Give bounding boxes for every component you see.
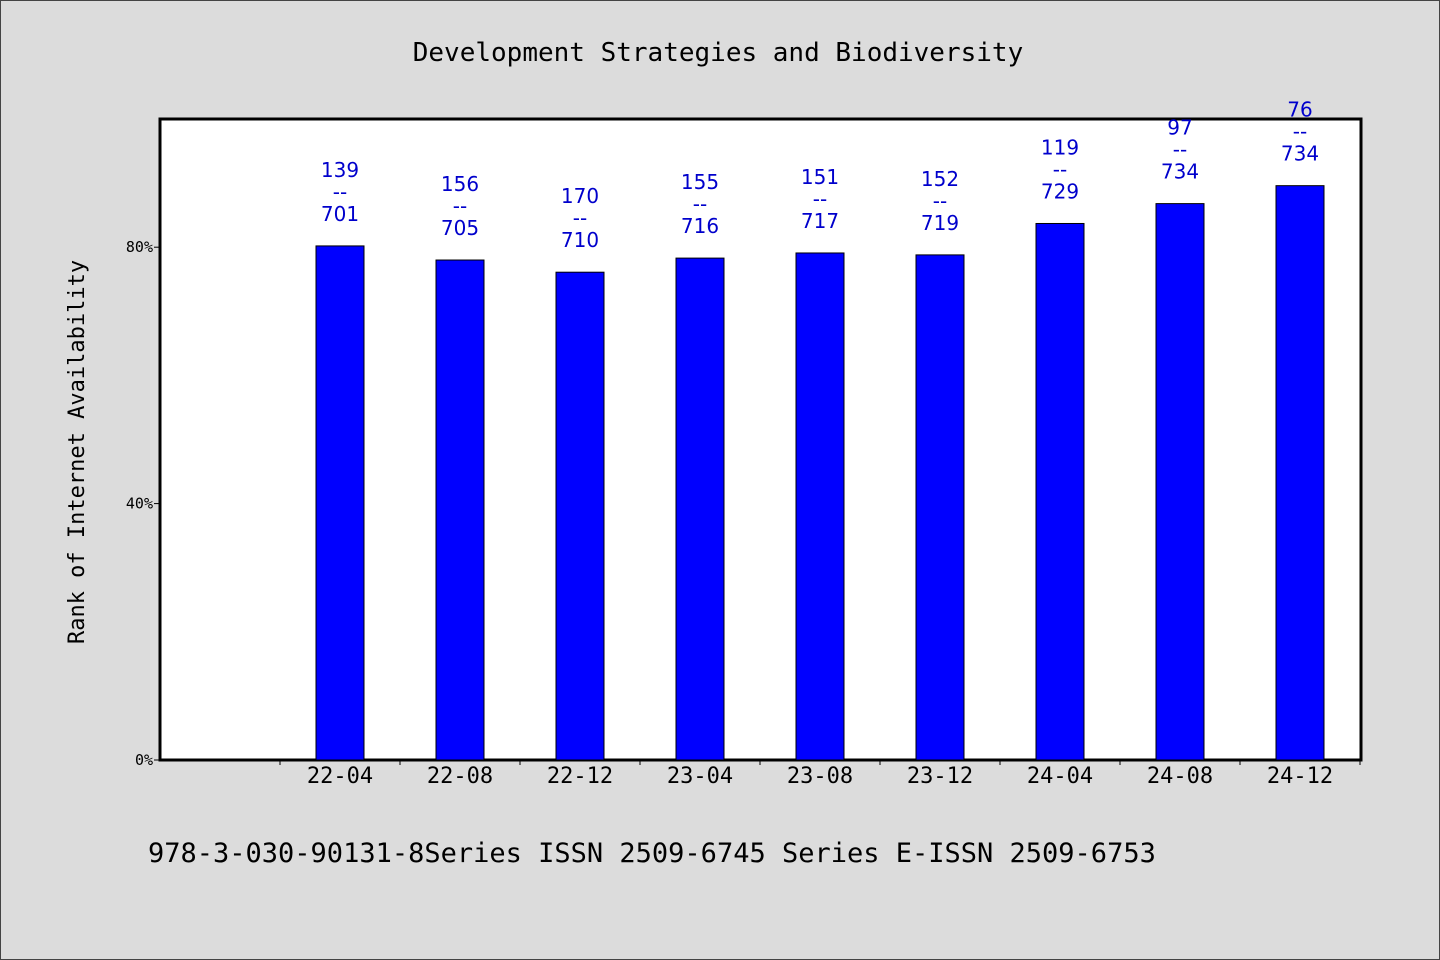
data-label: -- <box>453 194 467 218</box>
bar <box>435 259 485 761</box>
y-tick-label: 0% <box>135 751 153 769</box>
data-label: -- <box>333 180 347 204</box>
data-label: 717 <box>801 209 839 233</box>
data-label: -- <box>933 189 947 213</box>
data-label: 156 <box>441 172 479 196</box>
data-label: -- <box>573 206 587 230</box>
bar <box>1035 222 1085 761</box>
chart-title: Development Strategies and Biodiversity <box>413 38 1023 68</box>
bars <box>315 185 1325 761</box>
data-label: -- <box>1293 120 1307 144</box>
bar <box>315 245 365 761</box>
x-tick-label: 22-12 <box>547 764 613 789</box>
x-tick-label: 24-08 <box>1147 764 1213 789</box>
x-tick-label: 22-08 <box>427 764 493 789</box>
y-axis-ticks: 0% 40% 80% <box>126 238 160 769</box>
data-labels: 139--701156--705170--710155--716151--717… <box>321 98 1319 253</box>
y-tick-label: 40% <box>126 495 153 513</box>
x-tick-label: 22-04 <box>307 764 373 789</box>
bar <box>675 257 725 761</box>
data-label: 734 <box>1161 160 1199 184</box>
data-label: 719 <box>921 211 959 235</box>
data-label: 119 <box>1041 135 1079 159</box>
data-label: -- <box>813 187 827 211</box>
x-tick-label: 23-08 <box>787 764 853 789</box>
x-tick-label: 24-04 <box>1027 764 1093 789</box>
data-label: 729 <box>1041 179 1079 203</box>
data-label: 701 <box>321 202 359 226</box>
x-tick-label: 24-12 <box>1267 764 1333 789</box>
bar <box>1275 185 1325 761</box>
data-label: 705 <box>441 216 479 240</box>
bar <box>915 254 965 761</box>
data-label: -- <box>1053 157 1067 181</box>
data-label: 152 <box>921 167 959 191</box>
data-label: -- <box>693 192 707 216</box>
footer-isbn: 978-3-030-90131-8Series ISSN 2509-6745 S… <box>148 838 1156 869</box>
data-label: -- <box>1173 138 1187 162</box>
data-label: 97 <box>1167 116 1192 140</box>
data-label: 151 <box>801 165 839 189</box>
data-label: 716 <box>681 214 719 238</box>
data-label: 734 <box>1281 142 1319 166</box>
bar <box>795 252 845 761</box>
x-axis-ticks: 22-04 22-08 22-12 23-04 23-08 23-12 24-04 24-08… <box>279 760 1361 789</box>
y-tick-label: 80% <box>126 238 153 256</box>
bar <box>1155 203 1205 761</box>
data-label: 139 <box>321 158 359 182</box>
x-tick-label: 23-12 <box>907 764 973 789</box>
data-label: 155 <box>681 170 719 194</box>
y-axis-label: Rank of Internet Availability <box>65 260 90 644</box>
data-label: 170 <box>561 184 599 208</box>
bar <box>555 271 605 761</box>
data-label: 710 <box>561 228 599 252</box>
x-tick-label: 23-04 <box>667 764 733 789</box>
data-label: 76 <box>1287 98 1312 122</box>
